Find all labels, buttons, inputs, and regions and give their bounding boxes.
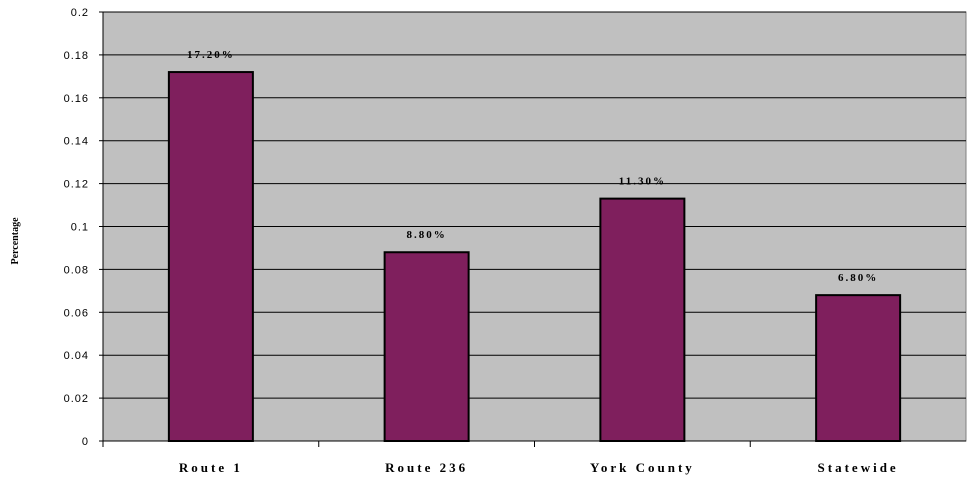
y-tick-label: 0.04: [64, 350, 89, 362]
y-tick-label: 0: [82, 436, 89, 448]
y-tick-label: 0.2: [71, 7, 89, 19]
y-tick-label: 0.08: [64, 264, 89, 276]
y-tick-label: 0.18: [64, 50, 89, 62]
bar-2: [383, 251, 470, 442]
y-axis-title: Percentage: [10, 217, 21, 265]
x-category-label: Statewide: [818, 460, 899, 475]
bar-4: [815, 294, 902, 443]
data-label: 17.20%: [187, 49, 235, 61]
x-category-label: Route 1: [179, 460, 243, 475]
bar-3: [599, 197, 686, 442]
bar-1: [167, 71, 254, 442]
y-tick-label: 0.12: [64, 179, 89, 191]
data-label: 6.80%: [838, 272, 878, 284]
y-tick-label: 0.02: [64, 393, 89, 405]
x-category-label: York County: [590, 460, 695, 475]
data-label: 8.80%: [407, 229, 447, 241]
y-tick-label: 0.14: [64, 136, 89, 148]
x-category-label: Route 236: [385, 460, 468, 475]
y-tick-label: 0.16: [64, 93, 89, 105]
y-tick-label: 0.1: [71, 222, 89, 234]
y-tick-label: 0.06: [64, 307, 89, 319]
data-label: 11.30%: [619, 176, 666, 188]
